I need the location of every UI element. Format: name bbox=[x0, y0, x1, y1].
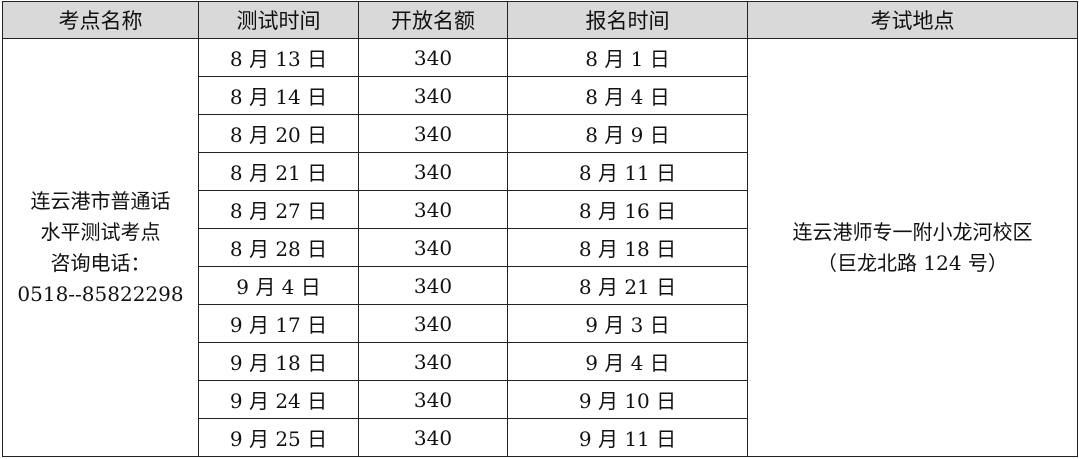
quota-cell: 340 bbox=[358, 76, 508, 115]
register-date-cell: 8 月 4 日 bbox=[507, 76, 748, 115]
header-site-name: 考点名称 bbox=[2, 1, 199, 39]
table-row: 8 月 14 日 340 8 月 4 日 bbox=[3, 76, 1078, 115]
header-row: 考点名称 测试时间 开放名额 报名时间 考试地点 bbox=[2, 1, 1078, 39]
site-name-line: 咨询电话： bbox=[50, 250, 151, 275]
table-row: 9 月 17 日 340 9 月 3 日 bbox=[3, 304, 1078, 343]
register-date-cell: 8 月 1 日 bbox=[507, 38, 748, 77]
quota-cell: 340 bbox=[358, 342, 508, 381]
quota-cell: 340 bbox=[358, 266, 508, 305]
header-location: 考试地点 bbox=[747, 1, 1078, 39]
test-date-cell: 8 月 20 日 bbox=[198, 114, 359, 153]
location-line: 连云港师专一附小龙河校区 bbox=[792, 219, 1033, 244]
site-name-cell: 连云港市普通话 水平测试考点 咨询电话： 0518--85822298 bbox=[2, 38, 199, 457]
table-row: 9 月 25 日 340 9 月 11 日 bbox=[3, 418, 1078, 457]
register-date-cell: 9 月 10 日 bbox=[507, 380, 748, 419]
quota-cell: 340 bbox=[358, 152, 508, 191]
table-row: 连云港市普通话 水平测试考点 咨询电话： 0518--85822298 8 月 13 日… bbox=[2, 38, 1078, 457]
quota-cell: 340 bbox=[358, 418, 508, 457]
test-date-cell: 8 月 21 日 bbox=[198, 152, 359, 191]
quota-cell: 340 bbox=[358, 380, 508, 419]
quota-cell: 340 bbox=[358, 114, 508, 153]
location-cell: 连云港师专一附小龙河校区 （巨龙北路 124 号） bbox=[747, 38, 1078, 457]
site-name-line: 连云港市普通话 bbox=[30, 188, 171, 213]
quota-cell: 340 bbox=[358, 190, 508, 229]
test-date-cell: 8 月 27 日 bbox=[198, 190, 359, 229]
test-date-cell: 9 月 24 日 bbox=[198, 380, 359, 419]
register-date-cell: 8 月 16 日 bbox=[507, 190, 748, 229]
header-test-date: 测试时间 bbox=[198, 1, 359, 39]
quota-cell: 340 bbox=[358, 228, 508, 267]
site-name-line: 水平测试考点 bbox=[40, 219, 161, 244]
register-date-cell: 9 月 3 日 bbox=[507, 304, 748, 343]
register-date-cell: 9 月 4 日 bbox=[507, 342, 748, 381]
table-row: 8 月 28 日 340 8 月 18 日 bbox=[3, 228, 1078, 267]
test-date-cell: 8 月 28 日 bbox=[198, 228, 359, 267]
table-row: 9 月 4 日 340 8 月 21 日 bbox=[3, 266, 1078, 305]
register-date-cell: 8 月 18 日 bbox=[507, 228, 748, 267]
register-date-cell: 8 月 21 日 bbox=[507, 266, 748, 305]
test-date-cell: 9 月 18 日 bbox=[198, 342, 359, 381]
header-register-date: 报名时间 bbox=[507, 1, 748, 39]
table-row: 9 月 18 日 340 9 月 4 日 bbox=[3, 342, 1078, 381]
location-line: （巨龙北路 124 号） bbox=[817, 250, 1008, 275]
site-name-line: 0518--85822298 bbox=[17, 281, 184, 306]
register-date-cell: 9 月 11 日 bbox=[507, 418, 748, 457]
register-date-cell: 8 月 11 日 bbox=[507, 152, 748, 191]
quota-cell: 340 bbox=[358, 304, 508, 343]
table-row: 9 月 24 日 340 9 月 10 日 bbox=[3, 380, 1078, 419]
test-date-cell: 8 月 13 日 bbox=[198, 38, 359, 77]
header-quota: 开放名额 bbox=[358, 1, 508, 39]
quota-cell: 340 bbox=[358, 38, 508, 77]
test-date-cell: 8 月 14 日 bbox=[198, 76, 359, 115]
table-row: 8 月 27 日 340 8 月 16 日 bbox=[3, 190, 1078, 229]
test-date-cell: 9 月 17 日 bbox=[198, 304, 359, 343]
test-date-cell: 9 月 4 日 bbox=[198, 266, 359, 305]
test-date-cell: 9 月 25 日 bbox=[198, 418, 359, 457]
register-date-cell: 8 月 9 日 bbox=[507, 114, 748, 153]
